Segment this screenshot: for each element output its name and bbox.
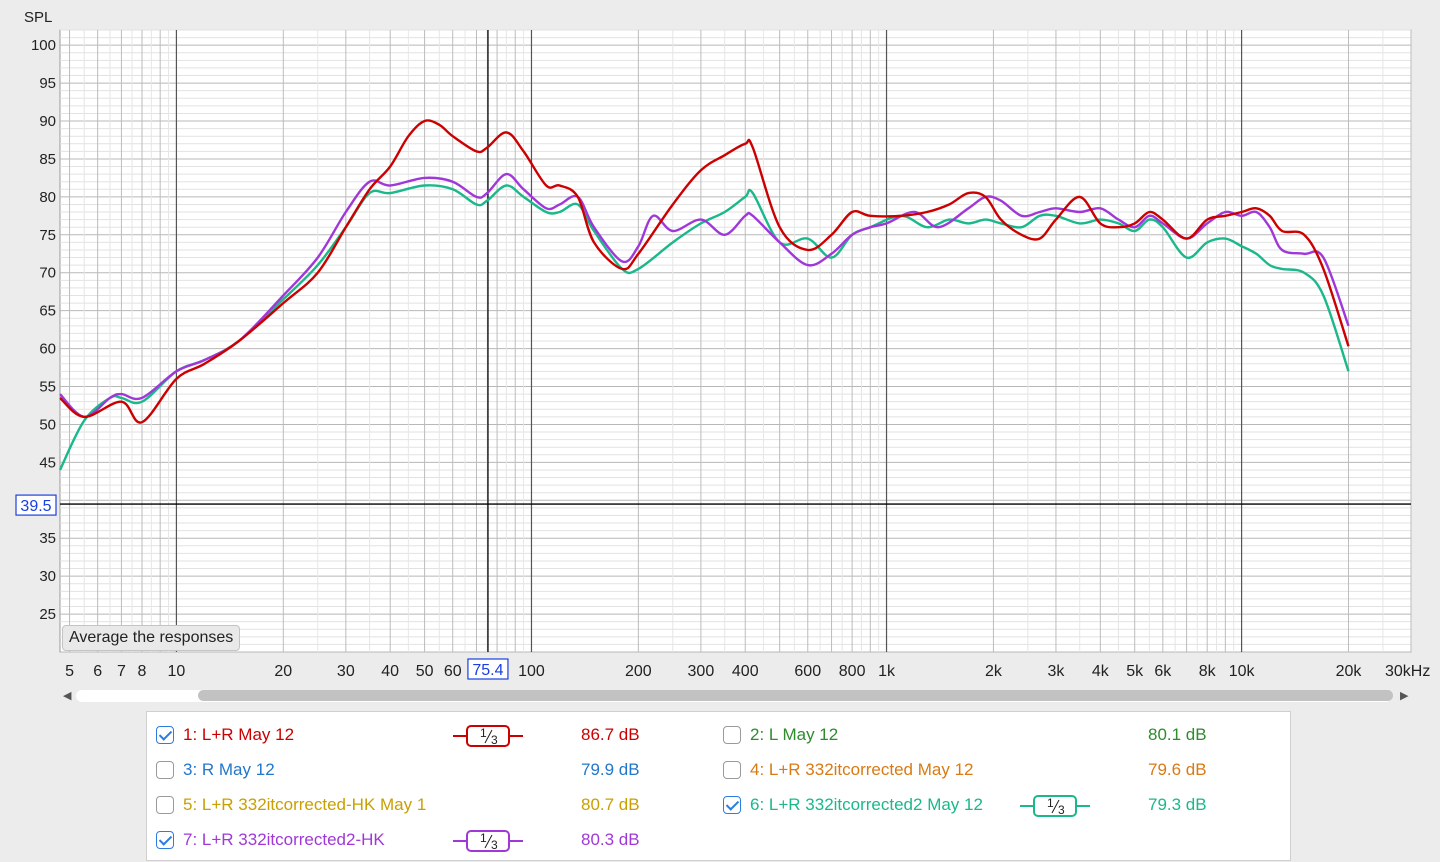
x-tick-label: 300 (688, 663, 715, 680)
legend-item: 2: L May 12 80.1 dB (723, 723, 1283, 749)
legend-checkbox[interactable] (156, 796, 174, 814)
y-tick-label: 60 (39, 341, 56, 358)
cursor-y-readout-box (15, 494, 57, 516)
x-tick-label: 8k (1199, 663, 1217, 680)
legend-value: 80.1 dB (1148, 725, 1207, 744)
legend-value: 80.7 dB (581, 795, 640, 814)
legend-item: 7: L+R 332itcorrected2-HK 1 3 80.3 dB (156, 828, 716, 854)
y-tick-label: 85 (39, 151, 56, 168)
x-tick-label: 600 (794, 663, 821, 680)
y-tick-label: 65 (39, 303, 56, 320)
legend-checkbox[interactable] (156, 761, 174, 779)
legend-label: 6: L+R 332itcorrected2 May 12 (750, 795, 983, 814)
legend-label: 1: L+R May 12 (183, 725, 295, 744)
svg-text:3: 3 (1058, 803, 1065, 817)
average-responses-button[interactable]: Average the responses (62, 625, 241, 651)
legend-value: 79.6 dB (1148, 760, 1207, 779)
y-tick-label: 45 (39, 454, 56, 471)
svg-text:1: 1 (1047, 796, 1054, 810)
series-line-1 (59, 119, 1350, 424)
x-tick-label: 10k (1229, 663, 1256, 680)
x-tick-label: 40 (381, 663, 399, 680)
cursor-y-readout: 39.5 (20, 498, 51, 515)
y-tick-label: 50 (39, 416, 56, 433)
frequency-response-chart[interactable]: 25 30 35 45 50 55 60 65 70 75 80 85 90 95 100 SPL 5 6 7 8 10… (0, 0, 1440, 690)
x-tick-label: 20k (1336, 663, 1363, 680)
legend-item: 3: R May 12 79.9 dB (156, 758, 716, 784)
legend-value: 79.3 dB (1148, 795, 1207, 814)
x-tick-label: 3k (1047, 663, 1065, 680)
x-tick-label: 800 (839, 663, 866, 680)
y-tick-label: 25 (39, 606, 56, 623)
x-tick-label: 7 (117, 663, 126, 680)
y-tick-label: 80 (39, 189, 56, 206)
legend-checkbox[interactable] (723, 726, 741, 744)
legend-checkbox[interactable] (723, 761, 741, 779)
legend-label: 5: L+R 332itcorrected-HK May 1 (183, 795, 427, 814)
y-tick-label: 35 (39, 530, 56, 547)
legend-value: 80.3 dB (581, 830, 640, 849)
legend-item: 1: L+R May 12 1 3 86.7 dB (156, 723, 716, 749)
series-line-3 (59, 172, 1350, 419)
svg-text:1: 1 (480, 831, 487, 845)
x-tick-label: 1k (878, 663, 896, 680)
legend-checkbox[interactable] (723, 796, 741, 814)
legend-label: 4: L+R 332itcorrected May 12 (750, 760, 974, 779)
legend-item: 6: L+R 332itcorrected2 May 12 1 3 79.3 dB (723, 793, 1283, 819)
x-tick-label: 20 (274, 663, 292, 680)
horizontal-scrollbar[interactable]: ◀ ▶ (60, 686, 1412, 706)
legend-value: 86.7 dB (581, 725, 640, 744)
x-tick-label: 5k (1126, 663, 1144, 680)
scroll-right-arrow-icon[interactable]: ▶ (1400, 690, 1409, 702)
legend-checkbox[interactable] (156, 726, 174, 744)
legend-item: 5: L+R 332itcorrected-HK May 1 80.7 dB (156, 793, 716, 819)
y-tick-label: 30 (39, 568, 56, 585)
cursor-x-readout-box (467, 658, 509, 680)
x-tick-label: 60 (444, 663, 462, 680)
cursor-x-readout: 75.4 (472, 662, 503, 679)
x-tick-label: 200 (625, 663, 652, 680)
legend-label: 3: R May 12 (183, 760, 275, 779)
x-tick-label: 10 (168, 663, 186, 680)
y-tick-label: 100 (31, 37, 56, 54)
x-tick-label: 6k (1154, 663, 1172, 680)
chart-svg[interactable]: 25 30 35 45 50 55 60 65 70 75 80 85 90 95 100 SPL 5 6 7 8 10… (0, 0, 1440, 690)
legend-item: 4: L+R 332itcorrected May 12 79.6 dB (723, 758, 1283, 784)
y-tick-label: 70 (39, 265, 56, 282)
scroll-thumb[interactable] (198, 690, 1393, 701)
x-tick-label: 30 (337, 663, 355, 680)
x-tick-label: 30kHz (1385, 663, 1430, 680)
svg-text:3: 3 (491, 733, 498, 747)
x-tick-label: 50 (416, 663, 434, 680)
x-tick-label: 6 (93, 663, 102, 680)
svg-text:1: 1 (480, 726, 487, 740)
y-tick-label: 75 (39, 227, 56, 244)
y-tick-label: 55 (39, 379, 56, 396)
x-tick-label: 8 (138, 663, 147, 680)
x-tick-label: 5 (65, 663, 74, 680)
x-tick-label: 4k (1092, 663, 1110, 680)
legend-label: 7: L+R 332itcorrected2-HK (183, 830, 385, 849)
y-axis-label: SPL (24, 9, 52, 26)
legend-value: 79.9 dB (581, 760, 640, 779)
y-tick-label: 90 (39, 113, 56, 130)
x-tick-label: 2k (985, 663, 1003, 680)
measurement-legend: 1: L+R May 12 1 3 86.7 dB 2: L May 12 80.1 dB… (146, 711, 1291, 861)
x-tick-label: 100 (518, 663, 545, 680)
svg-text:3: 3 (491, 838, 498, 852)
y-tick-label: 95 (39, 75, 56, 92)
legend-label: 2: L May 12 (750, 725, 839, 744)
legend-checkbox[interactable] (156, 831, 174, 849)
x-tick-label: 400 (732, 663, 759, 680)
scroll-left-arrow-icon[interactable]: ◀ (63, 690, 72, 702)
